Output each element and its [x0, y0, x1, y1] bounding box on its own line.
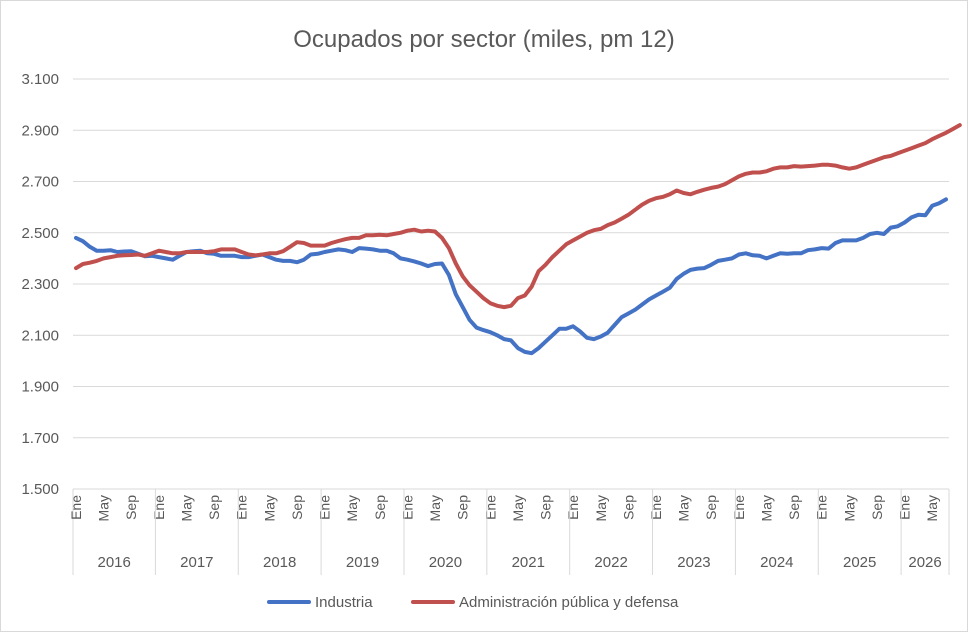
x-month-label: Ene	[317, 495, 333, 520]
x-month-label: May	[924, 495, 940, 521]
y-tick-label: 2.100	[21, 327, 59, 344]
legend-label: Industria	[315, 594, 373, 611]
x-axis: Ene May Sep 2016 Ene May Sep 2017 Ene May Sep 2018 E…	[68, 488, 950, 575]
x-month-label: Ene	[731, 495, 747, 520]
x-month-label: Sep	[620, 495, 636, 520]
x-month-label: Ene	[151, 495, 167, 520]
gridlines	[73, 78, 949, 490]
y-tick-label: 2.700	[21, 174, 59, 191]
x-month-label: May	[96, 495, 112, 521]
series-lines	[74, 123, 962, 356]
x-month-label: Sep	[869, 495, 885, 520]
legend-label: Administración pública y defensa	[459, 594, 679, 611]
x-month-label: Ene	[482, 495, 498, 520]
x-month-label: May	[344, 495, 360, 521]
y-tick-label: 1.900	[21, 379, 59, 396]
chart-title: Ocupados por sector (miles, pm 12)	[293, 26, 674, 53]
x-month-label: May	[178, 495, 194, 521]
x-year-label: 2019	[346, 554, 379, 571]
x-year-label: 2022	[594, 554, 627, 571]
x-month-label: May	[676, 495, 692, 521]
x-month-label: Sep	[289, 495, 305, 520]
x-month-label: Ene	[814, 495, 830, 520]
x-month-label: Ene	[897, 495, 913, 520]
x-month-label: Sep	[786, 495, 802, 520]
y-tick-label: 3.100	[21, 71, 59, 88]
x-month-label: May	[510, 495, 526, 521]
x-month-label: Ene	[648, 495, 664, 520]
x-month-label: Sep	[455, 495, 471, 520]
x-month-label: May	[261, 495, 277, 521]
x-year-label: 2017	[180, 554, 213, 571]
x-month-label: Sep	[538, 495, 554, 520]
x-year-label: 2018	[263, 554, 296, 571]
y-tick-label: 1.700	[21, 430, 59, 447]
series-line	[74, 197, 948, 356]
y-tick-label: 2.300	[21, 276, 59, 293]
y-tick-label: 2.500	[21, 225, 59, 242]
x-month-label: Sep	[123, 495, 139, 520]
x-month-label: May	[593, 495, 609, 521]
x-month-label: Ene	[565, 495, 581, 520]
x-month-label: May	[758, 495, 774, 521]
x-year-label: 2024	[760, 554, 793, 571]
series-line	[74, 123, 962, 310]
x-month-label: Sep	[372, 495, 388, 520]
y-axis-labels: 1.500 1.700 1.900 2.100 2.300 2.500 2.700 2.900…	[21, 71, 59, 498]
x-year-label: 2025	[843, 554, 876, 571]
x-month-label: May	[841, 495, 857, 521]
x-month-label: Ene	[68, 495, 84, 520]
x-year-label: 2016	[98, 554, 131, 571]
x-month-label: May	[427, 495, 443, 521]
y-tick-label: 1.500	[21, 481, 59, 498]
x-month-label: Sep	[206, 495, 222, 520]
x-month-label: Sep	[703, 495, 719, 520]
y-tick-label: 2.900	[21, 122, 59, 139]
x-month-label: Ene	[399, 495, 415, 520]
legend: Industria Administración pública y defens…	[267, 594, 679, 611]
x-year-label: 2023	[677, 554, 710, 571]
x-year-label: 2021	[512, 554, 545, 571]
x-month-label: Ene	[234, 495, 250, 520]
x-year-label: 2026	[908, 554, 941, 571]
x-year-label: 2020	[429, 554, 462, 571]
